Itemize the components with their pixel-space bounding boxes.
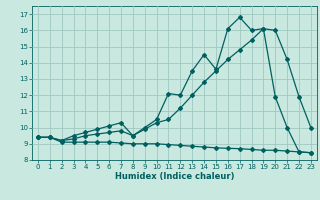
X-axis label: Humidex (Indice chaleur): Humidex (Indice chaleur) bbox=[115, 172, 234, 181]
